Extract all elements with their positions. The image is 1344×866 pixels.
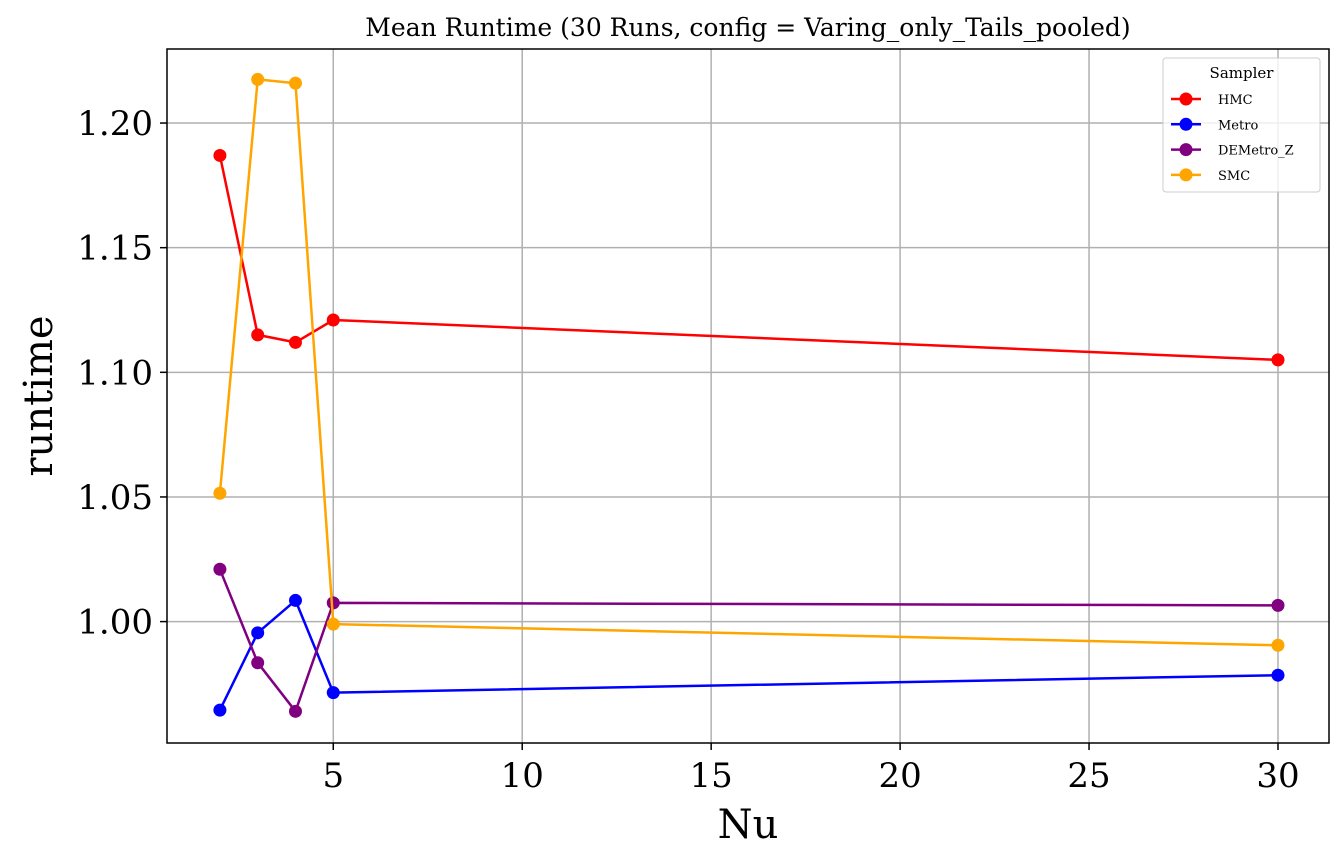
legend-entry: HMC: [1171, 92, 1253, 108]
plot-frame: [166, 48, 1330, 744]
y-tick-label: 1.15: [77, 229, 153, 269]
series-metro: [213, 593, 1285, 717]
x-tick-label: 25: [1067, 756, 1110, 796]
data-point: [1271, 638, 1285, 652]
series-hmc: [213, 148, 1285, 367]
data-point: [213, 486, 227, 500]
x-tick-label: 30: [1256, 756, 1299, 796]
series-line: [218, 568, 1279, 713]
x-axis-label: Nu: [718, 802, 779, 848]
y-tick-label: 1.05: [77, 478, 153, 518]
x-tick-label: 10: [501, 756, 544, 796]
legend-entry: SMC: [1171, 168, 1250, 184]
legend: Sampler HMC Metro DEMetro_Z SMC: [1162, 57, 1321, 193]
data-point: [251, 72, 265, 86]
data-point: [1271, 353, 1285, 367]
data-point: [1271, 598, 1285, 612]
legend-entries: HMC Metro DEMetro_Z SMC: [1171, 92, 1294, 184]
data-point: [213, 148, 227, 162]
series-smc: [213, 72, 1285, 652]
data-point: [288, 704, 302, 718]
grid: [167, 49, 1329, 743]
ticks: 5 10 15 20 25 30 1.00 1.05 1.10 1.15 1.20: [77, 104, 1299, 796]
y-tick-label: 1.00: [77, 603, 153, 643]
x-tick-label: 15: [690, 756, 733, 796]
legend-label: Metro: [1218, 118, 1258, 133]
x-tick-label: 20: [878, 756, 921, 796]
data-point: [326, 686, 340, 700]
data-point: [326, 617, 340, 631]
legend-label: DEMetro_Z: [1218, 144, 1294, 159]
data-point: [251, 328, 265, 342]
data-point: [326, 596, 340, 610]
y-tick-label: 1.20: [77, 104, 153, 144]
data-point: [288, 593, 302, 607]
legend-entry: Metro: [1171, 117, 1258, 133]
series-layer: [213, 72, 1285, 718]
data-point: [326, 313, 340, 327]
data-point: [251, 626, 265, 640]
data-point: [288, 76, 302, 90]
legend-marker: [1179, 92, 1193, 106]
legend-box: [1162, 57, 1321, 193]
legend-marker: [1179, 117, 1193, 131]
y-tick-label: 1.10: [77, 353, 153, 393]
legend-label: HMC: [1218, 93, 1253, 108]
chart-title: Mean Runtime (30 Runs, config = Varing_o…: [365, 13, 1130, 42]
data-point: [288, 335, 302, 349]
legend-marker: [1179, 143, 1193, 157]
y-axis-label: runtime: [16, 315, 62, 476]
data-point: [213, 562, 227, 576]
legend-entry: DEMetro_Z: [1171, 143, 1294, 159]
series-line: [218, 599, 1279, 711]
legend-title: Sampler: [1210, 64, 1275, 82]
series-line: [218, 155, 1279, 362]
series-line: [218, 78, 1279, 647]
data-point: [213, 703, 227, 717]
x-tick-label: 5: [322, 756, 344, 796]
legend-label: SMC: [1218, 169, 1250, 184]
legend-marker: [1179, 168, 1193, 182]
data-point: [1271, 668, 1285, 682]
data-point: [251, 656, 265, 670]
series-demetro-z: [213, 562, 1285, 718]
